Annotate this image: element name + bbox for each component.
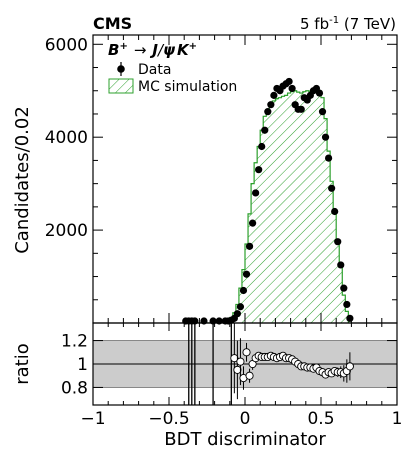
lumi-exponent: -1	[329, 15, 339, 26]
ratio-point	[236, 357, 245, 366]
lumi-energy: (7 TeV)	[339, 15, 396, 33]
data-point	[340, 284, 348, 292]
data-point	[346, 314, 354, 322]
main-y-axis-title: Candidates/0.02	[12, 106, 33, 254]
data-point	[258, 142, 266, 151]
ratio-y-axis-title: ratio	[12, 343, 33, 385]
data-point	[315, 89, 324, 97]
ratio-y-axis: 0.8 1 1.2	[61, 332, 397, 398]
legend: B+ → J/ψ K+ Data MC simulation	[108, 41, 237, 95]
data-point	[249, 219, 257, 227]
data-point	[285, 77, 293, 86]
data-point	[331, 207, 339, 216]
data-point	[325, 154, 333, 162]
data-point	[334, 238, 342, 246]
data-point	[242, 270, 251, 278]
data-point	[318, 108, 327, 116]
data-point	[233, 310, 241, 318]
ratio-point	[230, 354, 239, 363]
x-tick-label: 1	[392, 409, 403, 429]
ratio-reference-lines	[93, 340, 397, 388]
data-point	[236, 303, 245, 311]
legend-process: B+ → J/ψ K+	[108, 41, 197, 59]
data-point	[288, 84, 296, 93]
y-tick-label: 6000	[45, 35, 88, 55]
data-point	[252, 189, 260, 197]
data-point	[343, 300, 351, 309]
y-tick-label: 4000	[45, 128, 88, 148]
x-axis-title: BDT discriminator	[164, 429, 326, 450]
data-point	[328, 184, 336, 192]
data-point	[239, 286, 248, 295]
luminosity-label: 5 fb-1 (7 TeV)	[300, 15, 396, 33]
lumi-value: 5 fb	[300, 15, 329, 33]
legend-data-marker	[117, 65, 125, 73]
ratio-point	[245, 371, 254, 380]
ratio-point	[345, 362, 354, 371]
data-point	[270, 91, 278, 99]
legend-data-label: Data	[138, 62, 171, 78]
ratio-points	[188, 323, 354, 405]
mc-histogram	[187, 90, 352, 323]
data-point	[297, 105, 305, 113]
data-point	[264, 108, 272, 116]
x-tick-label: 0.5	[307, 409, 334, 429]
data-point	[261, 126, 269, 134]
data-point	[267, 101, 275, 109]
ratio-y-tick-label: 1	[77, 355, 88, 375]
ratio-point	[233, 365, 242, 374]
y-tick-label: 2000	[45, 221, 88, 241]
ratio-y-tick-label: 1.2	[61, 332, 88, 352]
ratio-point	[242, 348, 251, 357]
x-tick-label: −0.5	[148, 409, 189, 429]
data-point	[245, 242, 254, 250]
data-point	[337, 261, 345, 269]
x-axis: −1 −0.5 0 0.5 1	[80, 35, 402, 429]
data-point	[321, 133, 330, 141]
main-y-axis: 2000 4000 6000	[45, 35, 397, 301]
ratio-y-tick-label: 0.8	[61, 378, 88, 398]
mc-hatched-area	[187, 90, 352, 323]
legend-mc-swatch	[108, 78, 134, 94]
x-tick-label: 0	[240, 409, 251, 429]
x-tick-label: −1	[80, 409, 105, 429]
legend-mc-label: MC simulation	[138, 79, 237, 95]
experiment-label: CMS	[93, 14, 132, 33]
data-point	[255, 166, 263, 174]
